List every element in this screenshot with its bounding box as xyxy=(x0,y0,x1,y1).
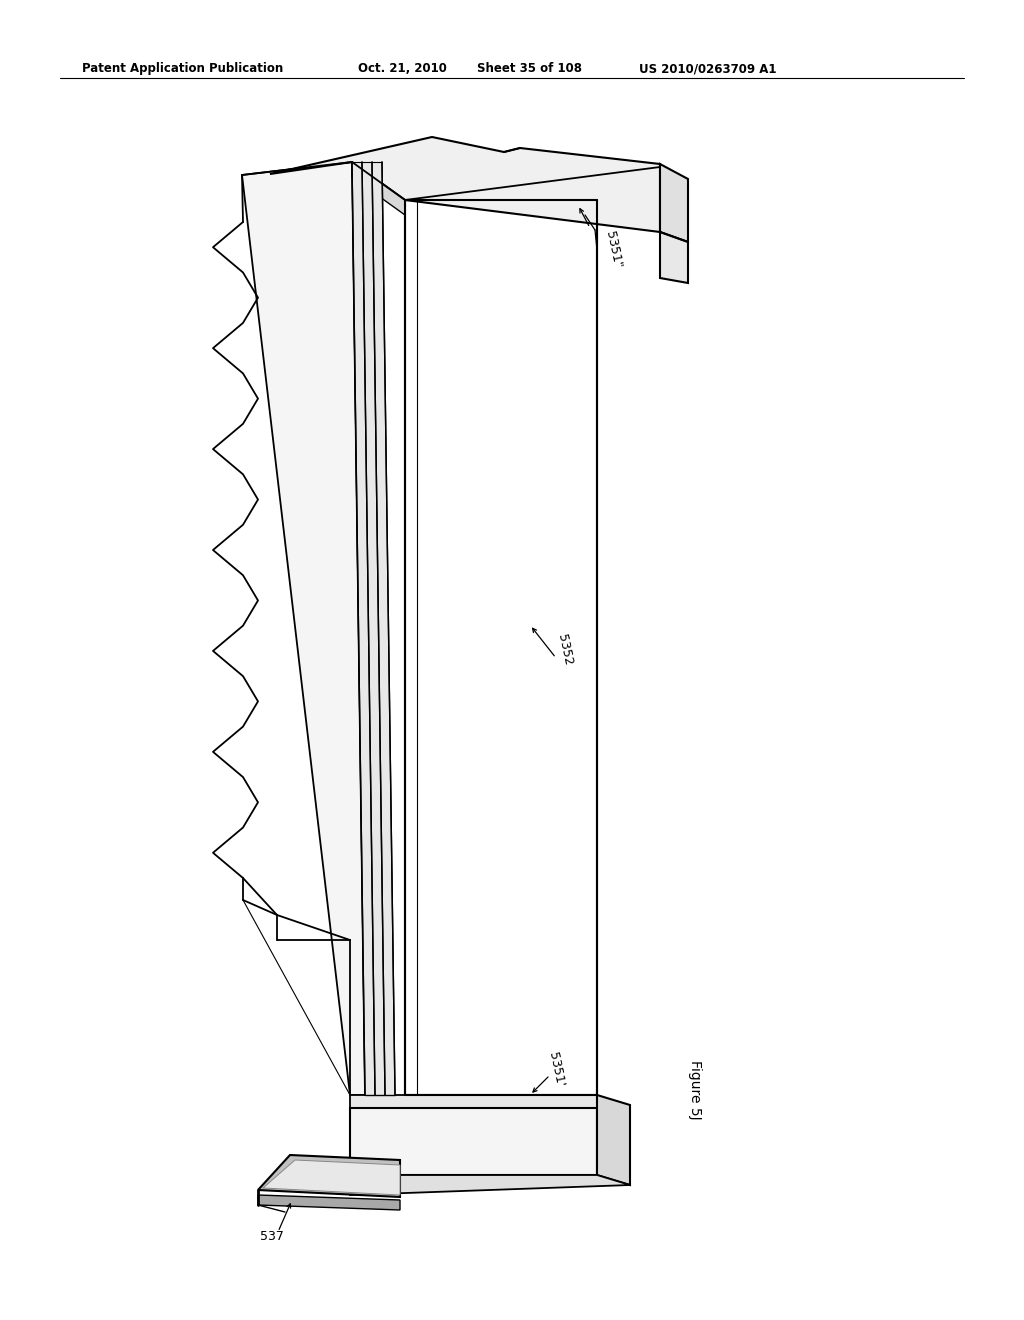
Text: Patent Application Publication: Patent Application Publication xyxy=(82,62,284,75)
Polygon shape xyxy=(270,137,660,232)
Polygon shape xyxy=(242,162,365,1096)
Text: 5351": 5351" xyxy=(603,230,624,269)
Polygon shape xyxy=(352,162,395,1096)
Text: US 2010/0263709 A1: US 2010/0263709 A1 xyxy=(639,62,776,75)
Polygon shape xyxy=(352,162,406,215)
Text: Sheet 35 of 108: Sheet 35 of 108 xyxy=(477,62,582,75)
Polygon shape xyxy=(350,1107,597,1175)
Polygon shape xyxy=(350,1096,597,1107)
Polygon shape xyxy=(597,1096,630,1185)
Polygon shape xyxy=(258,1195,400,1210)
Polygon shape xyxy=(660,164,688,242)
Text: 5352: 5352 xyxy=(555,634,574,667)
Polygon shape xyxy=(258,1155,400,1197)
Text: 5351': 5351' xyxy=(546,1052,566,1089)
Text: 537: 537 xyxy=(260,1230,284,1243)
Text: Oct. 21, 2010: Oct. 21, 2010 xyxy=(358,62,446,75)
Polygon shape xyxy=(660,232,688,282)
Polygon shape xyxy=(406,201,597,1096)
Polygon shape xyxy=(263,1160,400,1195)
Polygon shape xyxy=(350,1175,630,1195)
Text: Figure 5J: Figure 5J xyxy=(688,1060,702,1119)
